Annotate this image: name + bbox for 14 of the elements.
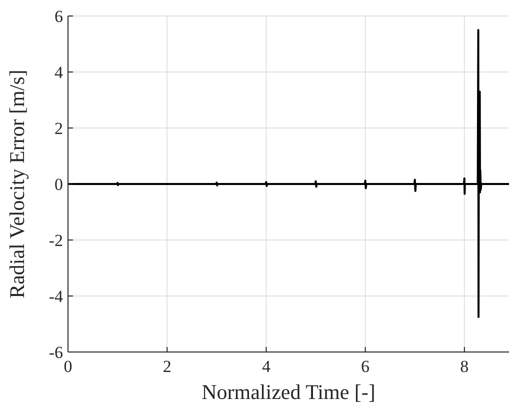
x-tick-label: 2 [162, 357, 172, 376]
x-tick-label: 6 [361, 357, 370, 376]
line-series [67, 29, 510, 318]
y-tick-label: -6 [48, 343, 63, 362]
x-axis-title: Normalized Time [-] [202, 380, 376, 404]
y-tick-label: 2 [54, 119, 63, 138]
y-tick-label: 4 [54, 63, 64, 82]
y-tick-label: 6 [54, 7, 63, 26]
y-tick-label: -4 [48, 287, 64, 306]
x-tick-label: 4 [262, 357, 271, 376]
y-tick-label: 0 [54, 175, 63, 194]
y-tick-label: -2 [48, 231, 63, 250]
y-axis-title: Radial Velocity Error [m/s] [5, 70, 29, 298]
x-tick-label: 8 [460, 357, 469, 376]
